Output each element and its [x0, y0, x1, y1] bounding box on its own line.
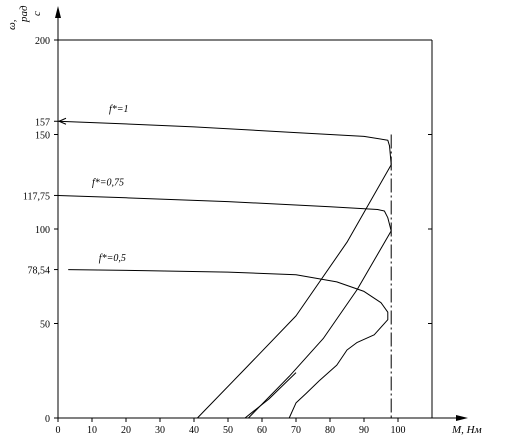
x-tick-label: 50 [223, 425, 233, 436]
x-tick-label: 80 [325, 425, 335, 436]
y-tick-label: 100 [35, 225, 50, 236]
x-tick-label: 100 [391, 425, 406, 436]
curve-annotation: f*=0,5 [99, 253, 126, 264]
y-tick-label: 50 [40, 320, 50, 331]
y-axis-label-denominator: с [31, 11, 43, 16]
x-tick-label: 90 [359, 425, 369, 436]
series-curve-1 [57, 195, 392, 232]
y-special-tick-label: 117,75 [23, 191, 50, 202]
series-curve-0 [57, 120, 392, 165]
y-axis-arrow [55, 6, 61, 18]
series-curve-4 [248, 230, 392, 419]
y-special-tick-label: 157 [35, 117, 50, 128]
curve-annotation: f*=0,75 [92, 178, 124, 189]
series-curve-5 [244, 372, 297, 419]
plot-frame [54, 6, 468, 422]
x-tick-label: 70 [291, 425, 301, 436]
x-axis-arrow [456, 415, 468, 421]
x-tick-label: 0 [56, 425, 61, 436]
series-curve-3 [197, 164, 392, 419]
curve-layer [57, 117, 392, 419]
x-tick-label: 10 [87, 425, 97, 436]
y-tick-label: 0 [45, 414, 50, 425]
x-axis-label: M, Нм [451, 424, 482, 436]
y-tick-label: 200 [35, 36, 50, 47]
y-axis-label-omega: ω, [6, 19, 18, 30]
x-tick-label: 40 [189, 425, 199, 436]
y-tick-label: 150 [35, 131, 50, 142]
curve-start-arrow [57, 117, 67, 125]
x-tick-label: 30 [155, 425, 165, 436]
tick-labels: 0 10 20 30 40 50 60 70 80 90 100 0 50 100 150 200 157 117… [23, 36, 406, 436]
y-axis-label-numerator: рад [18, 5, 30, 23]
series-curve-2 [68, 269, 389, 419]
x-tick-label: 20 [121, 425, 131, 436]
x-tick-label: 60 [257, 425, 267, 436]
curve-annotation: f*=1 [109, 104, 129, 115]
y-special-tick-label: 78,54 [28, 266, 51, 277]
